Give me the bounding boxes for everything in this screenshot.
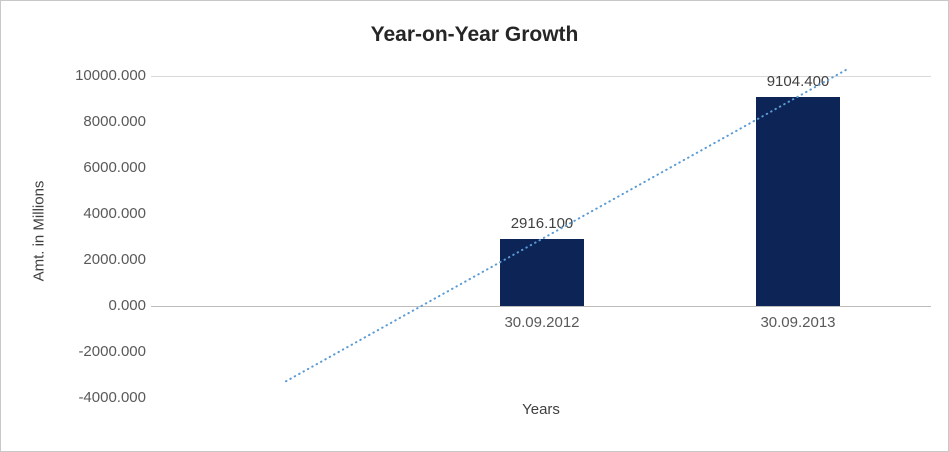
y-tick-label: 2000.000 [83, 251, 146, 268]
chart-title: Year-on-Year Growth [370, 23, 579, 46]
x-tick-label: 30.09.2013 [760, 314, 836, 331]
bar [756, 96, 840, 306]
x-tick-label: 30.09.2012 [504, 314, 580, 331]
bar-data-label: 9104.400 [766, 72, 830, 90]
y-tick-label: 0.000 [108, 297, 146, 314]
x-axis-line [151, 306, 931, 307]
y-tick-label: -4000.000 [78, 389, 146, 406]
y-tick-label: 10000.000 [75, 67, 146, 84]
bar [500, 238, 584, 306]
y-tick-label: 6000.000 [83, 159, 146, 176]
y-tick-label: 4000.000 [83, 205, 146, 222]
bar-data-label: 2916.100 [510, 214, 574, 232]
y-tick-label: 8000.000 [83, 113, 146, 130]
x-axis-title: Years [522, 401, 560, 418]
y-tick-label: -2000.000 [78, 343, 146, 360]
